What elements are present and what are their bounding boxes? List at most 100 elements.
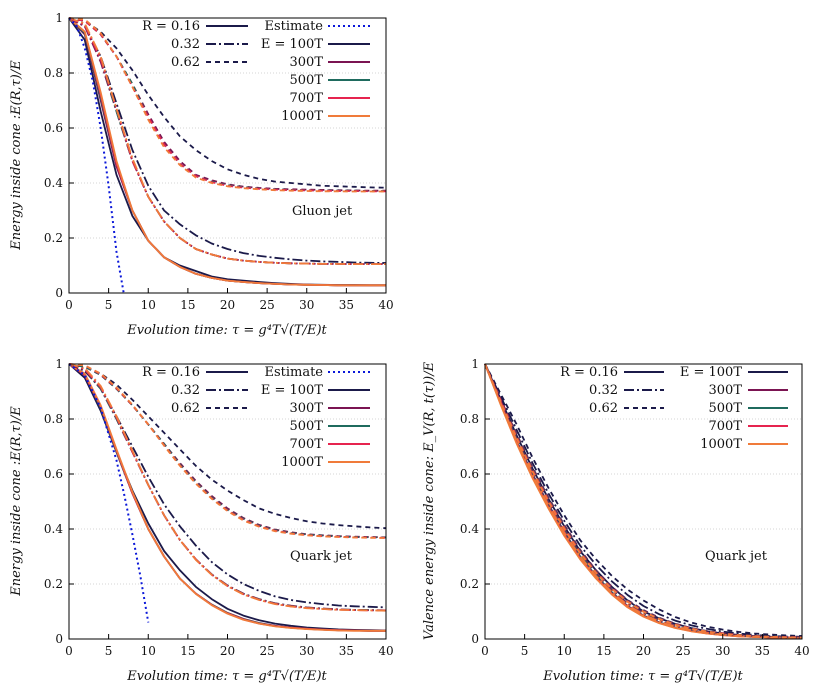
quark-legend-e1000: 1000T	[281, 455, 323, 470]
valence-ylabel: Valence energy inside cone: E_V(R, t(τ))…	[422, 361, 437, 640]
quark-ytick-label: 0.4	[44, 522, 63, 536]
valence-legend-e100: E = 100T	[680, 365, 742, 380]
quark-legend-r032: 0.32	[171, 383, 200, 398]
valence-ytick-label: 0.4	[460, 522, 479, 536]
valence-ytick-label: 0.6	[460, 467, 479, 481]
gluon-xtick-label: 15	[180, 298, 195, 312]
valence-xtick-label: 20	[636, 644, 651, 658]
quark-plot-frame	[68, 363, 387, 640]
gluon-series-R016-e1000	[68, 17, 386, 287]
valence-xtick-label: 15	[596, 644, 611, 658]
quark-legend-estimate: Estimate	[264, 365, 323, 380]
valence-ytick-label: 0.8	[460, 412, 479, 426]
valence-series-R016-e100	[484, 363, 803, 639]
quark-ytick-label: 1	[55, 357, 63, 371]
valence-series-R062-e1000	[484, 363, 803, 639]
valence-ytick-label: 0	[471, 632, 479, 646]
gluon-ytick-label: 0.2	[44, 231, 63, 245]
gluon-ytick-label: 0.4	[44, 176, 63, 190]
gluon-ytick-label: 0	[55, 286, 63, 300]
gluon-ylabel: Energy inside cone :E(R,τ)/E	[9, 60, 24, 251]
quark-series-R016-e300	[68, 363, 386, 632]
quark-ytick-label: 0.2	[44, 577, 63, 591]
gluon-legend-e300: 300T	[290, 55, 324, 70]
gluon-legend-e500: 500T	[290, 73, 324, 88]
gluon-legend-e700: 700T	[290, 91, 324, 106]
gluon-legend-r016: R = 0.16	[142, 19, 200, 34]
valence-series-R016-e300	[484, 363, 803, 639]
quark-series-R016-e100	[68, 363, 387, 632]
quark-series-R062-e300	[68, 363, 387, 539]
gluon-legend-r032: 0.32	[171, 37, 200, 52]
valence-data	[484, 363, 803, 639]
gluon-xtick-label: 20	[220, 298, 235, 312]
gluon-xtick-label: 30	[299, 298, 314, 312]
panel-gluon: 00.20.40.60.810 5 10 15 20 25 30 35 40 Evolution…	[9, 11, 394, 338]
valence-xtick-label: 40	[794, 644, 809, 658]
quark-series-R032-e1000	[68, 363, 387, 612]
valence-legend-r062: 0.62	[589, 401, 618, 416]
quark-xtick-label: 30	[299, 644, 314, 658]
valence-legend-e1000: 1000T	[700, 437, 742, 452]
valence-series-R062-e500	[484, 363, 803, 639]
panel-valence: 00.20.40.60.810 5 10 15 20 25 30 35 40 Evolution…	[422, 357, 810, 684]
quark-series-R032-e500	[68, 363, 387, 612]
gluon-legend-e100: E = 100T	[261, 37, 323, 52]
valence-legend-r016: R = 0.16	[560, 365, 618, 380]
quark-ytick-label: 0.6	[44, 467, 63, 481]
quark-xtick-label: 25	[259, 644, 274, 658]
gluon-series-R032-e500	[68, 17, 386, 266]
quark-legend-e100: E = 100T	[261, 383, 323, 398]
gluon-xtick-label: 0	[65, 298, 73, 312]
quark-series-R032-e100	[68, 363, 387, 609]
valence-series-R016-e500	[484, 363, 803, 639]
valence-series-R016-e1000	[484, 363, 803, 639]
valence-legend-e300: 300T	[709, 383, 743, 398]
valence-series-R062-e100	[484, 363, 803, 637]
valence-ticks: 00.20.40.60.810 5 10 15 20 25 30 35 40	[460, 357, 810, 658]
gluon-xlabel: Evolution time: τ = g⁴T√(T/E)t	[126, 323, 327, 338]
valence-ytick-label: 1	[471, 357, 479, 371]
valence-plot-frame	[484, 363, 803, 640]
gluon-xtick-label: 25	[259, 298, 274, 312]
gluon-series-estimate	[68, 17, 125, 294]
valence-annotation: Quark jet	[705, 549, 768, 564]
gluon-series-R062-e1000	[68, 17, 386, 193]
quark-series-estimate	[68, 363, 150, 623]
valence-grid	[485, 418, 802, 585]
gluon-ticks: 00.20.40.60.810 5 10 15 20 25 30 35 40	[44, 11, 394, 312]
valence-xtick-label: 35	[755, 644, 770, 658]
valence-xtick-label: 30	[715, 644, 730, 658]
quark-xtick-label: 20	[220, 644, 235, 658]
quark-series-R032-e300	[68, 363, 387, 612]
valence-xtick-label: 25	[675, 644, 690, 658]
valence-legend-r032: 0.32	[589, 383, 618, 398]
quark-series-R062-e100	[68, 363, 387, 530]
gluon-series-R032-e1000	[68, 17, 386, 266]
valence-xtick-label: 0	[481, 644, 489, 658]
valence-series-R062-e300	[484, 363, 803, 639]
valence-xtick-label: 5	[521, 644, 529, 658]
valence-xlabel: Evolution time: τ = g⁴T√(T/E)t	[542, 669, 743, 684]
gluon-legend: R = 0.16 0.32 0.62 Estimate E = 100T 300…	[142, 19, 370, 124]
quark-series-R062-e700	[68, 363, 387, 539]
quark-legend-e300: 300T	[290, 401, 324, 416]
quark-legend-r062: 0.62	[171, 401, 200, 416]
gluon-series-R032-e100	[68, 17, 387, 264]
valence-series-R032-e100	[484, 363, 803, 638]
quark-xtick-label: 15	[180, 644, 195, 658]
quark-ytick-label: 0	[55, 632, 63, 646]
valence-xtick-label: 10	[557, 644, 572, 658]
valence-series-R032-e700	[484, 363, 803, 639]
quark-data	[68, 363, 387, 632]
gluon-data	[68, 17, 387, 294]
valence-ytick-label: 0.2	[460, 577, 479, 591]
valence-series-R032-e300	[484, 363, 803, 639]
gluon-xtick-label: 40	[378, 298, 393, 312]
gluon-annotation: Gluon jet	[292, 204, 353, 219]
quark-legend: R = 0.16 0.32 0.62 Estimate E = 100T 300…	[142, 365, 370, 470]
quark-xlabel: Evolution time: τ = g⁴T√(T/E)t	[126, 669, 327, 684]
quark-ticks: 00.20.40.60.810 5 10 15 20 25 30 35 40	[44, 357, 394, 658]
gluon-legend-estimate: Estimate	[264, 19, 323, 34]
gluon-series-R032-e300	[68, 17, 386, 266]
